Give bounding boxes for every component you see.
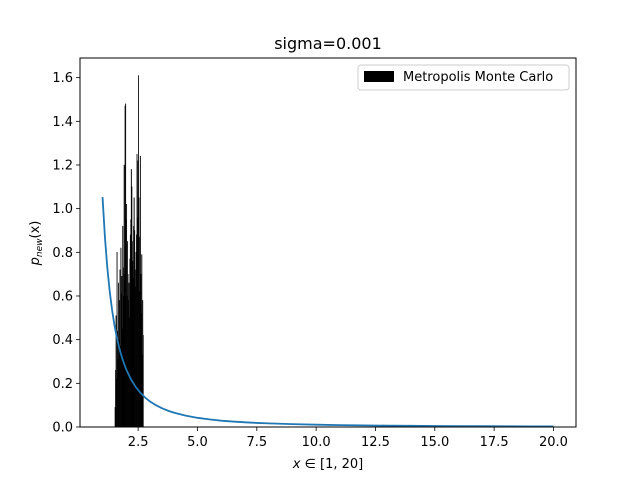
histogram-bar [142, 335, 144, 428]
y-tick-label: 0.8 [52, 246, 73, 261]
chart-title: sigma=0.001 [274, 34, 382, 53]
x-tick-label: 10.0 [302, 435, 331, 450]
y-axis-label-subscript: new [35, 238, 45, 257]
x-tick-label: 15.0 [420, 435, 449, 450]
y-tick-label: 0.6 [52, 289, 73, 304]
density-curve [101, 197, 554, 428]
y-tick-label: 0.0 [52, 421, 73, 436]
y-tick-label: 1.4 [52, 115, 73, 130]
x-tick-label: 12.5 [361, 435, 390, 450]
x-tick-label: 7.5 [246, 435, 267, 450]
y-tick-label: 0.4 [52, 333, 73, 348]
y-axis-label-var: p [28, 257, 43, 266]
y-axis-ticks: 0.0 0.2 0.4 0.6 0.8 1.0 1.2 1.4 1.6 [52, 71, 80, 436]
x-tick-label: 2.5 [128, 435, 149, 450]
legend: Metropolis Monte Carlo [357, 64, 570, 91]
x-tick-label: 20.0 [539, 435, 568, 450]
legend-box [357, 64, 570, 91]
legend-swatch [364, 71, 394, 82]
axes-frame [79, 57, 577, 428]
x-tick-label: 5.0 [187, 435, 208, 450]
x-axis-label-range: ∈ [1, 20] [300, 457, 363, 472]
x-axis-ticks: 2.5 5.0 7.5 10.0 12.5 15.0 17.5 20.0 [128, 427, 568, 450]
x-axis-label: x ∈ [1, 20] [292, 457, 364, 472]
y-tick-label: 1.0 [52, 202, 73, 217]
y-axis-label-arg: (x) [28, 221, 43, 239]
y-tick-label: 1.2 [52, 158, 73, 173]
x-axis-label-var: x [292, 457, 301, 472]
y-axis-label: pnew(x) [28, 221, 45, 267]
y-tick-label: 1.6 [52, 71, 73, 86]
x-tick-label: 17.5 [480, 435, 509, 450]
legend-label: Metropolis Monte Carlo [403, 70, 553, 85]
y-tick-label: 0.2 [52, 377, 73, 392]
